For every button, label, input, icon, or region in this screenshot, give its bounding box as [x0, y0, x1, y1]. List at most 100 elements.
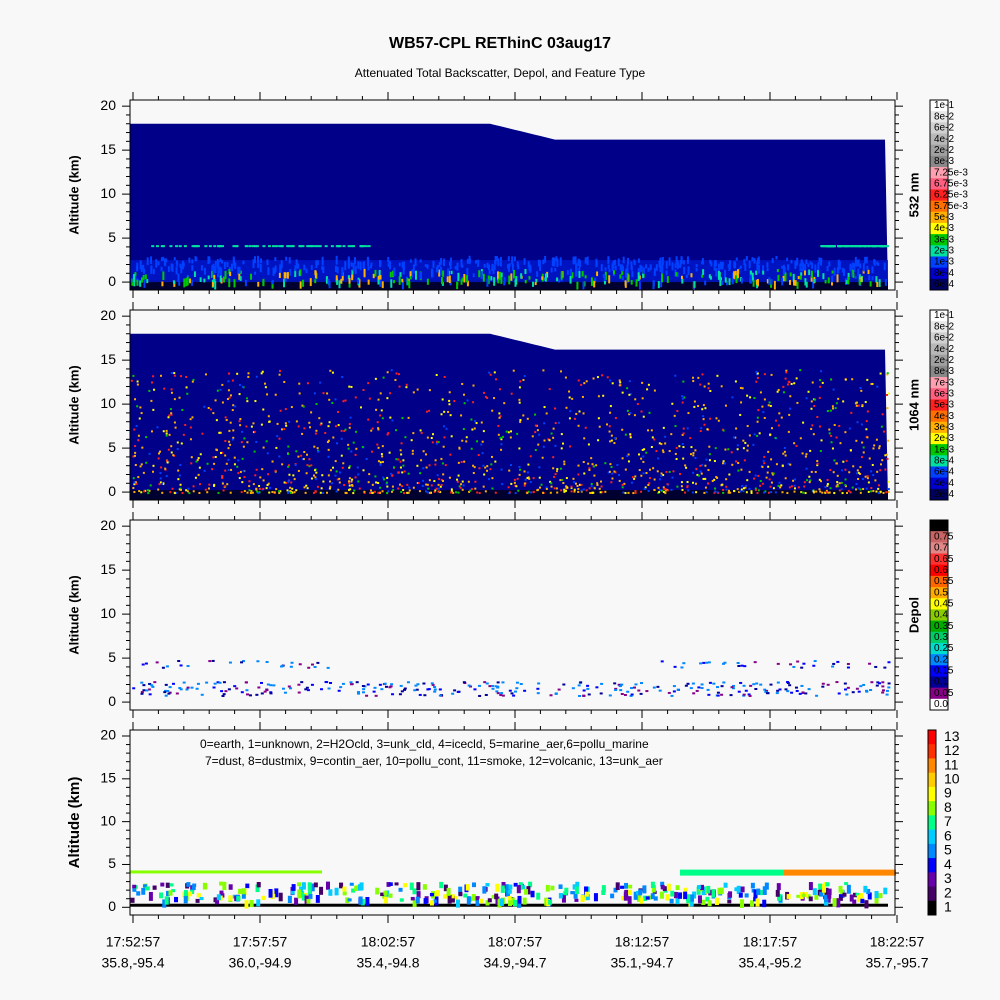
texture [283, 278, 286, 288]
texture [284, 903, 286, 907]
texture [359, 261, 362, 271]
texture [824, 894, 829, 903]
texture [730, 686, 734, 689]
texture [711, 479, 714, 482]
texture [370, 903, 372, 907]
texture [156, 903, 158, 907]
texture [810, 903, 812, 907]
texture [203, 278, 206, 283]
colorbar-segment [930, 111, 948, 123]
texture [133, 491, 136, 494]
texture [857, 404, 860, 407]
texture [194, 256, 197, 262]
texture [392, 489, 395, 492]
colorbar-tick-label: 8 [944, 799, 952, 815]
texture [286, 245, 290, 248]
texture [692, 869, 696, 876]
texture [139, 406, 142, 409]
texture [227, 380, 230, 383]
texture [728, 903, 730, 907]
texture [440, 413, 443, 416]
y-tick-label: 5 [108, 855, 116, 871]
texture [300, 454, 303, 457]
texture [877, 487, 880, 490]
texture [162, 430, 165, 433]
texture [190, 686, 194, 689]
texture [283, 380, 286, 383]
texture [377, 446, 380, 449]
texture [150, 684, 154, 687]
texture [204, 373, 207, 376]
texture [274, 870, 278, 874]
texture [850, 411, 853, 414]
texture [234, 903, 236, 907]
colorbar-tick-label: 3 [944, 870, 952, 886]
texture [258, 491, 261, 494]
texture [193, 271, 196, 278]
texture [621, 391, 624, 394]
texture [422, 450, 425, 453]
texture [542, 903, 544, 907]
texture [266, 683, 270, 686]
texture [350, 903, 352, 907]
texture [153, 681, 157, 684]
texture [807, 390, 810, 393]
texture [451, 692, 455, 695]
texture [739, 490, 742, 493]
texture [387, 262, 390, 267]
texture [167, 692, 171, 695]
texture [577, 464, 580, 467]
texture [658, 478, 661, 481]
texture [583, 437, 586, 440]
texture [178, 396, 181, 399]
texture [734, 380, 737, 383]
texture [274, 469, 277, 472]
texture [607, 264, 610, 269]
texture [697, 474, 700, 477]
texture [297, 425, 300, 428]
texture [590, 457, 593, 460]
texture [709, 389, 712, 392]
texture [850, 245, 854, 248]
texture [681, 395, 684, 398]
texture [835, 485, 838, 488]
texture [851, 691, 855, 694]
texture [722, 460, 725, 463]
texture [340, 903, 342, 907]
texture [392, 903, 394, 907]
texture [701, 373, 704, 376]
texture [216, 903, 218, 907]
texture [681, 397, 684, 400]
texture [632, 686, 636, 689]
texture [165, 432, 168, 435]
texture [245, 397, 248, 400]
texture [310, 265, 313, 270]
texture [169, 408, 172, 411]
texture [552, 903, 554, 907]
texture [642, 267, 645, 274]
texture [394, 882, 399, 886]
texture [297, 882, 302, 887]
texture [410, 439, 413, 442]
colorbar-tick-label: 6e-2 [934, 123, 954, 134]
texture [761, 482, 764, 485]
texture [804, 892, 809, 898]
texture [412, 486, 415, 489]
texture [220, 690, 224, 693]
texture [844, 869, 848, 876]
texture [580, 903, 582, 907]
texture [833, 267, 836, 277]
texture [338, 477, 341, 480]
texture [603, 275, 606, 283]
texture [335, 255, 338, 265]
texture [338, 280, 341, 289]
texture [598, 487, 601, 490]
texture [552, 257, 555, 264]
texture [730, 451, 733, 454]
texture [446, 903, 448, 907]
texture [222, 489, 225, 492]
texture [887, 439, 890, 442]
texture [710, 261, 713, 267]
colorbar-segment [930, 189, 948, 202]
texture [227, 469, 230, 472]
